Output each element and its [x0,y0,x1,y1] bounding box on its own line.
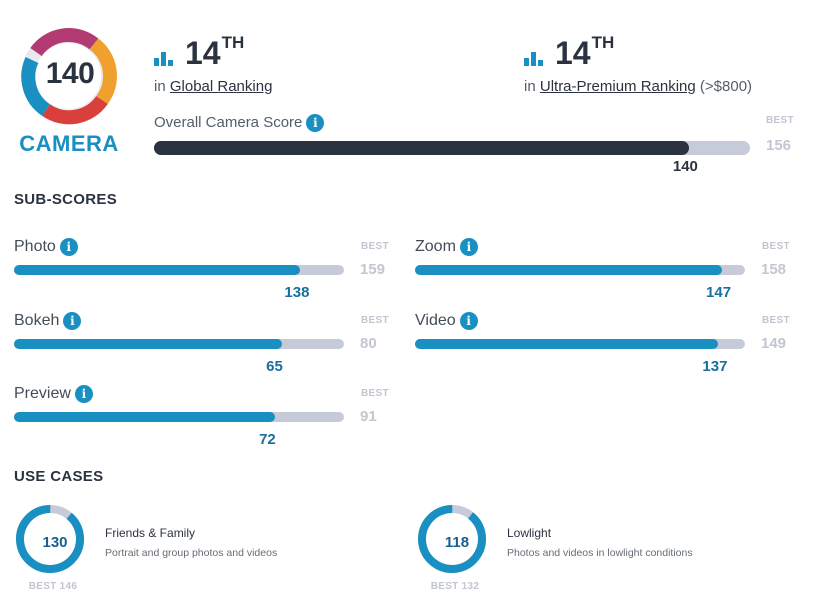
subscore-best-value: 91 [360,408,377,425]
subscore-bar [14,412,344,422]
subscore-label: Bokeh i [14,312,82,330]
info-icon[interactable]: i [63,312,82,330]
info-icon[interactable]: i [306,114,325,133]
info-icon[interactable]: i [459,238,478,256]
bar-chart-icon [154,48,175,66]
subscore-fill [14,265,301,275]
subscore-value: 72 [259,431,276,448]
usecase-ring-fill [16,505,84,573]
overall-score-fill [154,141,689,155]
overall-score-value: 140 [672,158,698,175]
global-ranking-link[interactable]: Global Ranking [169,78,273,95]
bar-chart-icon [524,48,545,66]
subscores-title: SUB-SCORES [14,191,118,208]
subscore-best-value: 158 [761,261,787,278]
camera-score-value: 140 [45,57,95,90]
subscore-best-label: BEST [361,315,389,326]
usecase-score: 118 [444,534,470,551]
subscore-bar [415,265,745,275]
subscore-label: Preview i [14,385,93,403]
subscore-label: Photo i [14,238,78,256]
info-icon[interactable]: i [74,385,93,403]
subscore-best-label: BEST [762,241,790,252]
subscore-fill [14,412,276,422]
overall-best-label: BEST [766,115,794,126]
score-ring-icon [21,28,117,125]
global-rank-prefix: in [154,78,166,95]
info-icon[interactable]: i [459,312,478,330]
subscore-label: Zoom i [415,238,478,256]
subscore-bar [14,339,344,349]
subscore-best-label: BEST [361,388,389,399]
ultra-premium-ranking: 14TH in Ultra-Premium Ranking (>$800) [524,33,753,95]
usecase-title: Lowlight [507,526,552,540]
subscore-best-value: 159 [360,261,386,278]
camera-score-logo: 140 CAMERA [14,24,122,156]
global-rank-number: 14TH [185,33,245,71]
subscore-bar [14,265,344,275]
usecase-ring [16,505,84,573]
overall-score-label: Overall Camera Score i [154,114,325,133]
subscore-best-label: BEST [361,241,389,252]
price-threshold: (>$800) [699,78,753,95]
camera-label: CAMERA [19,131,119,156]
usecase-description: Portrait and group photos and videos [105,547,278,559]
subscore-fill [415,265,723,275]
subscore-best-value: 149 [761,335,787,352]
usecase-best: BEST 132 [430,581,480,592]
subscore-value: 137 [702,358,728,375]
usecases-title: USE CASES [14,468,104,485]
subscore-bar [415,339,745,349]
usecase-description: Photos and videos in lowlight conditions [507,547,693,559]
subscore-fill [415,339,719,349]
usecase-ring [418,505,486,573]
subscore-best-value: 80 [360,335,377,352]
usecase-title: Friends & Family [105,526,196,540]
overall-score-bar [154,141,750,155]
ultra-rank-prefix: in [524,78,536,95]
info-icon[interactable]: i [59,238,78,256]
subscore-best-label: BEST [762,315,790,326]
ultra-premium-ranking-link[interactable]: Ultra-Premium Ranking [539,78,696,95]
subscore-label: Video i [415,312,478,330]
global-ranking: 14TH in Global Ranking [154,33,273,95]
ultra-rank-number: 14TH [555,33,615,71]
subscore-value: 138 [284,284,310,301]
usecase-best: BEST 146 [28,581,78,592]
usecase-score: 130 [42,534,68,551]
overall-best-value: 156 [766,137,792,154]
subscore-value: 147 [706,284,732,301]
subscore-fill [14,339,283,349]
subscore-value: 65 [266,358,283,375]
